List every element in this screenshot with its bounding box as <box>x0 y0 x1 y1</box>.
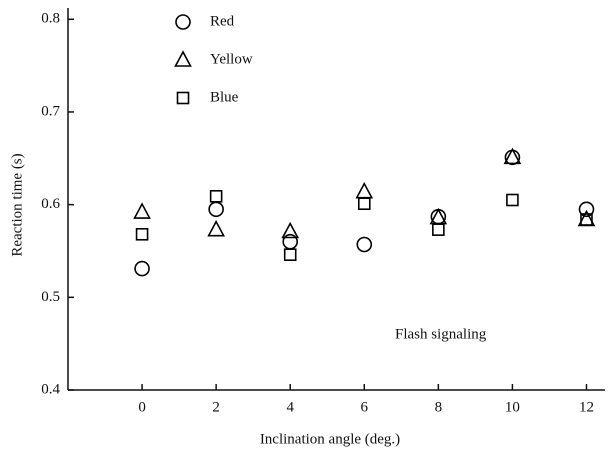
legend-marker <box>175 14 191 30</box>
y-tick-label: 0.5 <box>41 289 60 305</box>
point <box>207 219 225 237</box>
legend-marker <box>174 50 192 67</box>
point <box>208 201 224 218</box>
point <box>432 223 445 236</box>
point <box>134 260 150 277</box>
legend-label: Yellow <box>210 51 253 67</box>
x-tick-label: 12 <box>579 399 594 415</box>
legend-label: Red <box>210 13 235 29</box>
x-tick-label: 2 <box>212 399 220 415</box>
point <box>580 213 593 226</box>
y-tick-label: 0.8 <box>41 11 60 27</box>
point <box>135 227 149 241</box>
y-tick-label: 0.4 <box>41 381 60 397</box>
point <box>578 201 595 218</box>
point <box>430 208 447 225</box>
y-tick-label: 0.7 <box>41 103 60 119</box>
annotation: Flash signaling <box>395 326 487 342</box>
x-axis-label: Inclination angle (deg.) <box>260 431 400 447</box>
point <box>355 181 374 199</box>
point <box>503 147 522 165</box>
x-tick-label: 0 <box>138 399 146 415</box>
point <box>506 193 519 207</box>
legend-marker <box>176 91 190 105</box>
point <box>356 236 373 253</box>
point <box>283 248 297 261</box>
x-tick-label: 8 <box>435 399 443 415</box>
point <box>133 202 151 219</box>
point <box>209 189 223 203</box>
x-tick-label: 6 <box>361 399 369 415</box>
y-axis-label: Reaction time (s) <box>9 153 25 256</box>
x-tick-label: 10 <box>505 399 520 415</box>
x-tick-label: 4 <box>286 399 294 415</box>
y-tick-label: 0.6 <box>41 196 60 212</box>
point <box>357 197 371 211</box>
legend-label: Blue <box>210 89 239 105</box>
point <box>281 221 300 239</box>
